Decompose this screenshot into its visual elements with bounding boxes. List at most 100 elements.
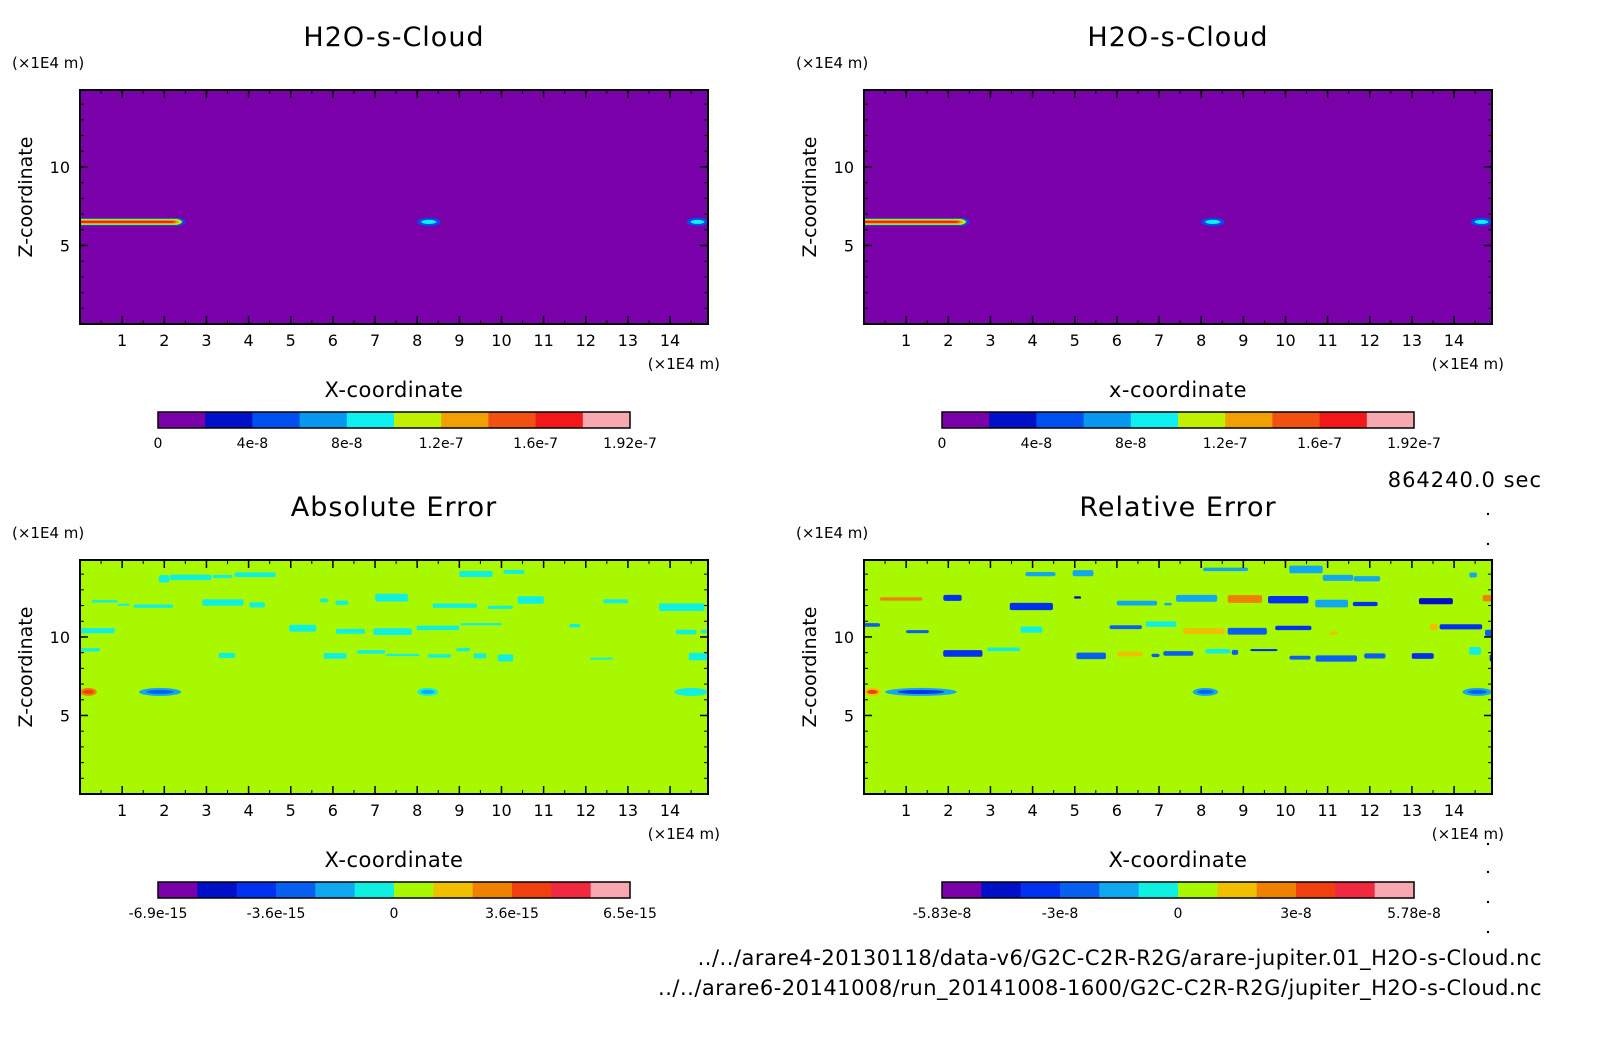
error-patch xyxy=(879,597,923,601)
plot-area xyxy=(80,217,708,226)
x-tick-label: 6 xyxy=(1112,331,1122,350)
margin-dot xyxy=(1486,900,1490,904)
cloud-streak-layer xyxy=(864,220,961,223)
y-axis-label: Z-coordinate xyxy=(15,607,37,728)
error-patch xyxy=(456,647,470,652)
error-patch xyxy=(987,647,1021,652)
error-patch xyxy=(80,648,101,652)
colorbar-label: -6.9e-15 xyxy=(129,906,188,922)
chart-title: H2O-s-Cloud xyxy=(1087,22,1268,53)
error-patch xyxy=(1020,626,1043,633)
x-tick-label: 8 xyxy=(1196,801,1206,820)
x-axis-label: X-coordinate xyxy=(1109,848,1248,872)
plot-frame xyxy=(79,89,709,325)
x-unit-label: (×1E4 m) xyxy=(648,355,720,373)
colorbar-swatch xyxy=(158,882,198,898)
colorbar-label: 0 xyxy=(390,906,399,922)
x-unit-label: (×1E4 m) xyxy=(1432,355,1504,373)
plot-frame xyxy=(79,559,709,795)
error-patch xyxy=(133,604,174,608)
y-unit-label: (×1E4 m) xyxy=(796,524,868,542)
x-tick-label: 3 xyxy=(985,331,995,350)
error-patch xyxy=(385,653,420,657)
colorbar-swatch xyxy=(299,412,348,428)
colorbar-label: -3e-8 xyxy=(1042,906,1079,922)
plot-area xyxy=(80,569,708,696)
error-patch xyxy=(1163,651,1194,656)
colorbar-label: 6.5e-15 xyxy=(603,906,657,922)
colorbar: 0 4e-8 8e-8 1.2e-7 1.6e-7 1.92e-7 xyxy=(154,411,657,452)
error-patch xyxy=(357,650,386,654)
colorbar-swatch xyxy=(1374,882,1415,898)
colorbar-label: 1.2e-7 xyxy=(419,436,464,452)
colorbar-frame xyxy=(157,881,631,899)
colorbar-swatch xyxy=(1130,412,1179,428)
error-patch xyxy=(503,569,525,574)
x-tick-label: 6 xyxy=(328,801,338,820)
plot-background xyxy=(864,90,1492,324)
error-patch xyxy=(1151,653,1160,658)
error-patch xyxy=(1489,654,1492,662)
error-patch xyxy=(1176,594,1218,602)
error-patch xyxy=(249,602,265,608)
margin-dot xyxy=(1486,512,1490,516)
x-tick-label: 14 xyxy=(660,801,680,820)
colorbar-swatch xyxy=(205,412,253,428)
chart-panel-4: Relative Error(×1E4 m)1 2 3 4 5 6 7 8 9 10 11 12 13 1… xyxy=(796,492,1504,922)
colorbar-frame xyxy=(157,411,631,429)
error-patch xyxy=(487,605,513,609)
x-tick-label: 9 xyxy=(454,331,464,350)
colorbar-swatch xyxy=(582,412,631,428)
colorbar-label: 4e-8 xyxy=(1021,436,1052,452)
colorbar-label: 0 xyxy=(154,436,163,452)
plot-area xyxy=(864,217,1492,226)
colorbar-swatch xyxy=(942,412,990,428)
error-patch xyxy=(1485,629,1492,637)
colorbar-swatch xyxy=(1099,882,1140,898)
x-tick-label: 11 xyxy=(533,801,553,820)
feature-blob-core xyxy=(420,689,435,694)
x-tick-label: 12 xyxy=(1360,331,1380,350)
feature-blob-core xyxy=(866,689,878,694)
feature-blob-core xyxy=(1197,689,1214,694)
x-tick-label: 12 xyxy=(1360,801,1380,820)
colorbar-swatch xyxy=(590,882,631,898)
error-patch xyxy=(1268,595,1309,604)
colorbar-swatch xyxy=(346,412,395,428)
colorbar-swatch xyxy=(472,882,513,898)
x-tick-label: 9 xyxy=(454,801,464,820)
colorbar-swatch xyxy=(1319,412,1368,428)
plot-frame xyxy=(863,559,1493,795)
error-patch xyxy=(432,603,477,608)
error-patch xyxy=(320,598,329,603)
error-patch xyxy=(700,629,708,634)
feature-blob-core xyxy=(1474,219,1489,224)
error-patch xyxy=(91,600,118,603)
error-patch xyxy=(1076,652,1106,660)
y-tick-label: 5 xyxy=(60,236,70,255)
colorbar-swatch xyxy=(1272,412,1321,428)
colorbar-label: 8e-8 xyxy=(331,436,362,452)
x-axis-label: X-coordinate xyxy=(325,378,464,402)
error-patch xyxy=(1469,572,1477,578)
error-patch xyxy=(1352,601,1378,607)
x-tick-label: 8 xyxy=(1196,331,1206,350)
y-axis-label: Z-coordinate xyxy=(15,137,37,258)
y-tick-label: 10 xyxy=(50,158,70,177)
error-patch xyxy=(1205,649,1231,654)
colorbar: 0 4e-8 8e-8 1.2e-7 1.6e-7 1.92e-7 xyxy=(938,411,1441,452)
x-tick-label: 10 xyxy=(491,331,511,350)
y-tick-label: 10 xyxy=(834,158,854,177)
error-patch xyxy=(1164,602,1172,606)
error-patch xyxy=(1073,596,1082,599)
y-tick-label: 10 xyxy=(834,628,854,647)
error-patch xyxy=(1353,576,1381,582)
x-tick-label: 6 xyxy=(1112,801,1122,820)
margin-dot xyxy=(1486,930,1490,934)
x-tick-label: 5 xyxy=(1070,331,1080,350)
error-patch xyxy=(517,596,544,604)
error-patch xyxy=(373,628,412,635)
x-axis-label: X-coordinate xyxy=(325,848,464,872)
error-patch xyxy=(1315,599,1349,608)
